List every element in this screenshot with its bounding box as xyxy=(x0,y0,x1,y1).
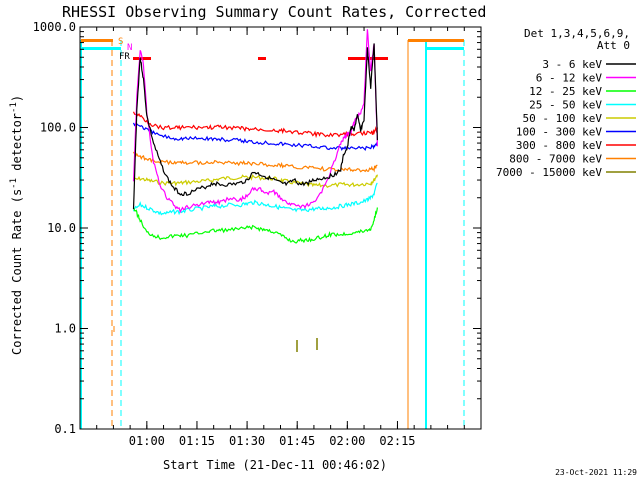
status-bar-cyan-right xyxy=(426,47,464,50)
y-tick-label-2: 10.0 xyxy=(47,221,76,235)
y-axis-title-sup2: -1 xyxy=(9,102,19,113)
x-tick-label-0: 01:00 xyxy=(129,434,165,448)
x-tick-label-5: 02:15 xyxy=(379,434,415,448)
legend-label-6: 300 - 800 keV xyxy=(516,139,602,152)
legend-label-1: 6 - 12 keV xyxy=(536,72,603,85)
status-bar-orange-right xyxy=(408,39,464,42)
series-line-7 xyxy=(132,151,378,173)
y-tick-label-4: 1000.0 xyxy=(33,20,76,34)
chart-title: RHESSI Observing Summary Count Rates, Co… xyxy=(62,3,486,21)
legend-label-8: 7000 - 15000 keV xyxy=(496,166,602,179)
y-axis-title: Corrected Count Rate (s-1 detector-1) xyxy=(9,95,24,355)
annotation-s: S xyxy=(118,37,123,47)
y-axis-title-main: Corrected Count Rate (s xyxy=(10,189,24,355)
series-line-2 xyxy=(133,207,378,244)
x-axis-title: Start Time (21-Dec-11 00:46:02) xyxy=(163,458,387,472)
x-tick-label-4: 02:00 xyxy=(329,434,365,448)
status-bar-cyan-left xyxy=(81,47,121,50)
legend-label-7: 800 - 7000 keV xyxy=(509,153,602,166)
y-axis-title-sup1: -1 xyxy=(9,178,19,189)
legend-label-4: 50 - 100 keV xyxy=(523,112,603,125)
legend-label-5: 100 - 300 keV xyxy=(516,126,602,139)
legend-label-0: 3 - 6 keV xyxy=(542,58,602,71)
x-tick-label-3: 01:45 xyxy=(279,434,315,448)
y-tick-label-3: 100.0 xyxy=(40,121,76,135)
flare-bar-2 xyxy=(258,57,266,60)
series-line-0 xyxy=(132,43,378,210)
legend-label-3: 25 - 50 keV xyxy=(529,99,602,112)
x-tick-label-1: 01:15 xyxy=(179,434,215,448)
series-line-3 xyxy=(132,182,378,216)
series-line-6 xyxy=(132,111,378,139)
y-axis-title-mid: detector xyxy=(10,113,24,178)
svg-text:Corrected Count Rate (s-1 dete: Corrected Count Rate (s-1 detector-1) xyxy=(9,95,24,355)
status-bar-orange-left xyxy=(81,39,113,42)
series-line-4 xyxy=(132,174,378,188)
axes: 0.1 1.0 10.0 100.0 1000.0 01:00 01:15 01:30 01:4… xyxy=(33,20,482,448)
y-tick-label-1: 1.0 xyxy=(54,322,76,336)
footer-timestamp: 23-Oct-2021 11:29 xyxy=(555,468,637,477)
legend-label-2: 12 - 25 keV xyxy=(529,85,602,98)
y-axis-title-end: ) xyxy=(10,95,24,102)
annotation-n: N xyxy=(127,43,132,53)
legend-header-2: Att 0 xyxy=(597,39,630,52)
series-line-1 xyxy=(132,29,378,214)
annotation-fr: FR xyxy=(119,52,130,62)
y-tick-label-0: 0.1 xyxy=(54,422,76,436)
legend-header-1: Det 1,3,4,5,6,9, xyxy=(524,27,630,40)
x-tick-label-2: 01:30 xyxy=(229,434,265,448)
